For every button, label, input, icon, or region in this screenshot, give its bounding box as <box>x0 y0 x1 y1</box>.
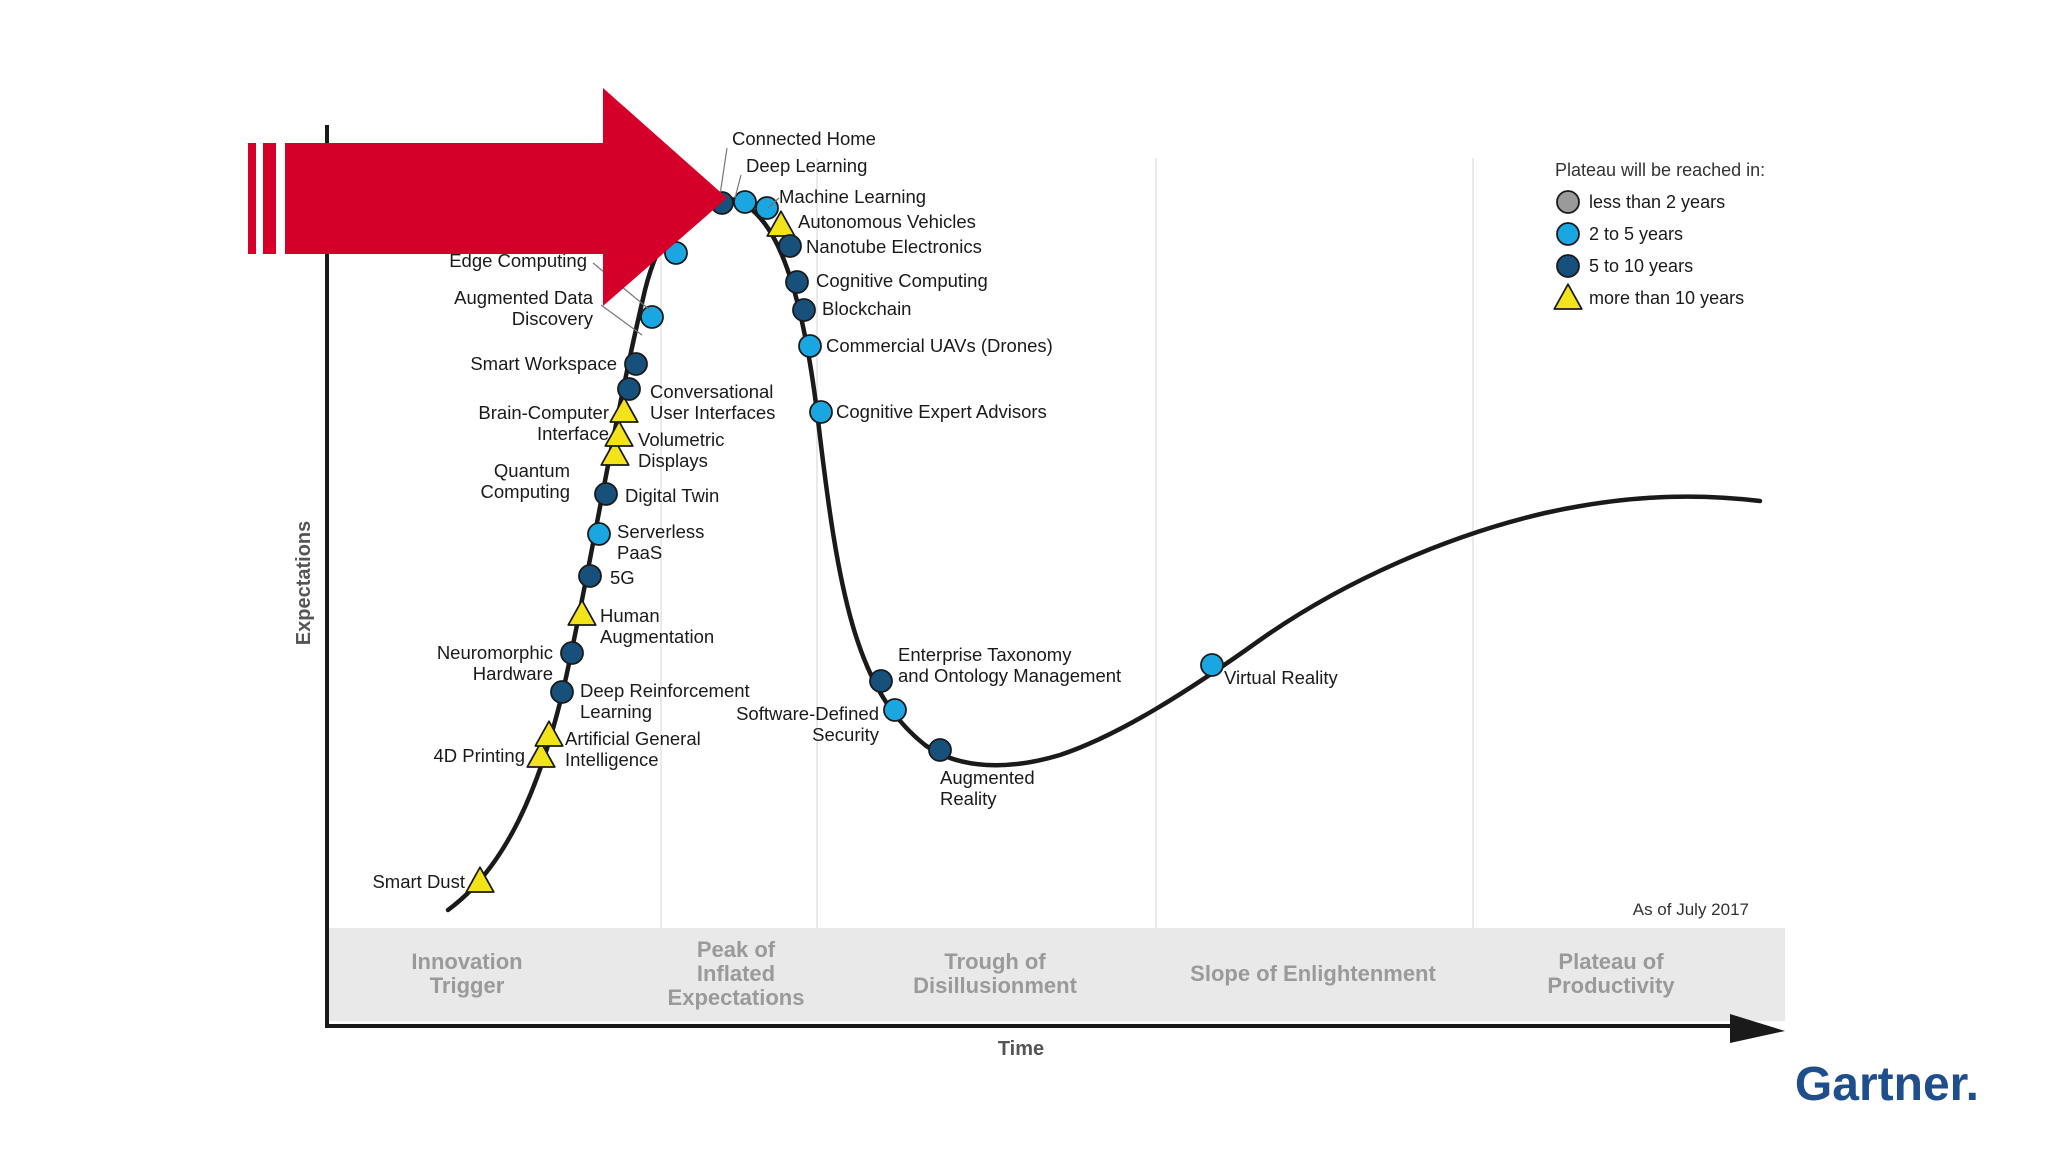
tech-marker <box>550 680 574 704</box>
tech-marker <box>883 698 907 722</box>
tech-marker <box>604 420 634 447</box>
x-axis-label: Time <box>998 1038 1044 1060</box>
tech-marker <box>624 352 648 376</box>
tech-marker <box>578 564 602 588</box>
tech-label: Smart Workspace <box>470 353 617 374</box>
tech-label: Brain-Computer Interface <box>478 402 609 444</box>
gartner-logo: Gartner. <box>1795 1058 1979 1111</box>
tech-marker <box>567 599 597 626</box>
tech-marker <box>609 396 639 423</box>
phase-label: Slope of Enlightenment <box>1190 961 1436 986</box>
tech-label: Conversational User Interfaces <box>650 381 775 423</box>
tech-label: Serverless PaaS <box>617 521 704 563</box>
tech-label: Virtual Reality <box>1224 667 1339 688</box>
tech-marker <box>465 866 495 893</box>
legend-marker <box>1556 190 1580 214</box>
tech-label: Nanotube Electronics <box>806 236 982 257</box>
tech-marker <box>534 720 564 747</box>
tech-marker <box>766 210 796 237</box>
tech-marker <box>526 741 556 768</box>
tech-label: Augmented Data Discovery <box>454 287 594 329</box>
tech-marker <box>617 377 641 401</box>
phase-label: Plateau of Productivity <box>1547 949 1675 998</box>
tech-label: Connected Home <box>732 128 876 149</box>
tech-label: Smart Dust <box>372 871 465 892</box>
tech-label: Digital Twin <box>625 485 719 506</box>
tech-label: Autonomous Vehicles <box>798 211 976 232</box>
phase-label: Innovation Trigger <box>411 949 522 998</box>
tech-label: Enterprise Taxonomy and Ontology Manageme… <box>898 644 1121 686</box>
y-axis-label: Expectations <box>293 521 315 645</box>
tech-marker <box>928 738 952 762</box>
tech-label: Quantum Computing <box>481 460 570 502</box>
tech-label: Cognitive Expert Advisors <box>836 401 1047 422</box>
legend-marker <box>1556 254 1580 278</box>
axes: Time Expectations <box>293 125 1785 1060</box>
tech-labels: Smart Dust 4D Printing Artificial General I… <box>372 128 1338 892</box>
tech-label: Human Augmentation <box>600 605 714 647</box>
phase-label: Trough of Disillusionment <box>913 949 1077 998</box>
tech-label: Artificial General Intelligence <box>565 728 701 770</box>
legend-label: 2 to 5 years <box>1589 224 1683 244</box>
legend-marker <box>1556 222 1580 246</box>
tech-label: Commercial UAVs (Drones) <box>826 335 1053 356</box>
x-axis-arrowhead <box>1730 1014 1785 1043</box>
tech-label: Deep Reinforcement Learning <box>580 680 750 722</box>
tech-label: Neuromorphic Hardware <box>437 642 553 684</box>
tech-marker <box>778 234 802 258</box>
tech-label: Edge Computing <box>449 250 587 271</box>
tech-label: Cognitive Computing <box>816 270 988 291</box>
arrow-body <box>285 88 727 306</box>
tech-label: Deep Learning <box>746 155 867 176</box>
tech-markers <box>465 190 1224 893</box>
legend-label: 5 to 10 years <box>1589 256 1693 276</box>
tech-marker <box>809 400 833 424</box>
tech-marker <box>785 270 809 294</box>
phase-dividers <box>660 158 1474 930</box>
legend-marker <box>1553 283 1583 310</box>
tech-marker <box>587 522 611 546</box>
arrow-stripe-2 <box>263 143 276 254</box>
tech-marker <box>640 305 664 329</box>
leader-lines <box>592 147 780 336</box>
hype-curve <box>445 195 1763 913</box>
tech-marker <box>600 439 630 466</box>
as-of-note: As of July 2017 <box>1633 900 1749 919</box>
phase-labels: Innovation Trigger Peak of Inflated Expectat… <box>411 937 1675 1010</box>
legend-label: more than 10 years <box>1589 288 1744 308</box>
tech-label: Augmented Reality <box>940 767 1035 809</box>
tech-label: 5G <box>610 567 635 588</box>
tech-label: Blockchain <box>822 298 911 319</box>
tech-label: Volumetric Displays <box>638 429 724 471</box>
tech-marker <box>869 669 893 693</box>
tech-marker <box>594 482 618 506</box>
tech-marker <box>798 334 822 358</box>
tech-marker <box>755 196 779 220</box>
legend-label: less than 2 years <box>1589 192 1725 212</box>
tech-marker <box>792 298 816 322</box>
legend: Plateau will be reached in: less than 2 y… <box>1553 160 1765 310</box>
tech-label: 4D Printing <box>433 745 525 766</box>
phase-band <box>327 928 1785 1021</box>
legend-title: Plateau will be reached in: <box>1555 160 1765 180</box>
red-arrow-overlay <box>248 88 727 306</box>
tech-label: Software-Defined Security <box>736 703 880 745</box>
tech-label: Machine Learning <box>779 186 926 207</box>
phase-label: Peak of Inflated Expectations <box>668 937 805 1010</box>
tech-marker <box>733 190 757 214</box>
tech-marker <box>560 641 584 665</box>
tech-marker <box>1200 653 1224 677</box>
arrow-stripe-1 <box>248 143 256 254</box>
